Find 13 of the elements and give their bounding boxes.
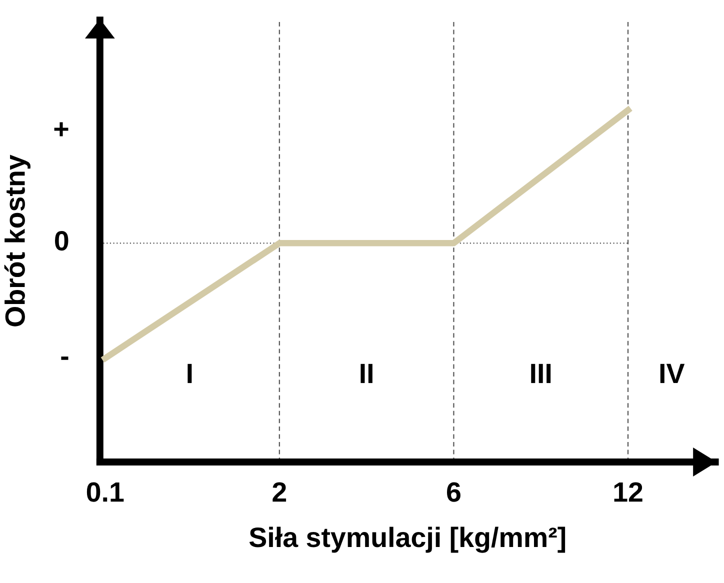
x-tick-label: 12: [614, 482, 642, 502]
text: 0: [55, 230, 68, 251]
annotation: II: [360, 364, 372, 384]
x-tick-label: 6: [447, 482, 460, 502]
annotation: IV: [660, 364, 685, 384]
text: -: [61, 356, 68, 360]
x-axis-title: Siła stymulacji [kg/mm²]: [249, 526, 566, 553]
annotation: III: [531, 364, 551, 384]
x-tick-label: 2: [272, 482, 286, 502]
annotation: I: [188, 364, 192, 384]
y-axis-title: Obrót kostny: [4, 154, 30, 326]
text: +: [54, 122, 68, 136]
x-tick-label: 0.1: [86, 482, 124, 502]
